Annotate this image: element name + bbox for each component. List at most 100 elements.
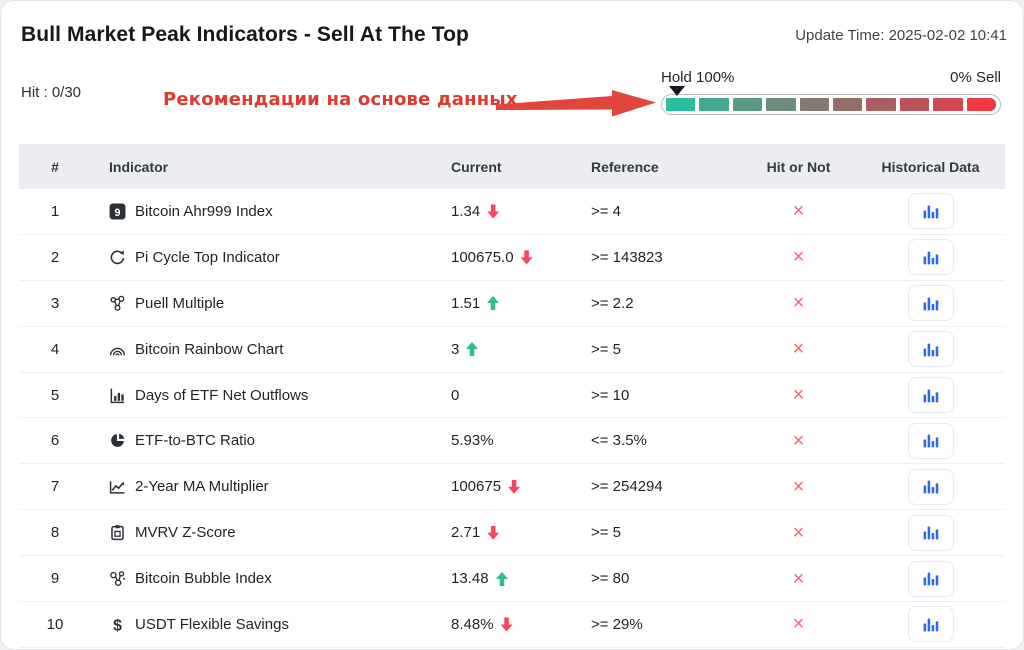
- row-num: 3: [50, 294, 60, 312]
- current-value: 0: [451, 386, 460, 404]
- historical-data-button[interactable]: [907, 193, 954, 230]
- reference-value: >= 2.2: [591, 294, 634, 312]
- row-num: 5: [50, 386, 60, 404]
- col-header-historical: Historical Data: [881, 158, 980, 175]
- indicator-label: ETF-to-BTC Ratio: [135, 432, 256, 450]
- reference-value: <= 3.5%: [591, 432, 647, 450]
- gauge-segment: [866, 98, 896, 111]
- trend-icon: [487, 525, 500, 540]
- table-row: 6 ETF-to-BTC Ratio 5.93% <= 3.5% ×: [19, 418, 1005, 465]
- hit-mark: ×: [792, 338, 805, 361]
- indicator-label: Bitcoin Bubble Index: [135, 570, 272, 588]
- table-row: 9 Bitcoin Bubble Index 13.48 >= 80 ×: [19, 556, 1005, 603]
- table-row: 8 MVRV Z-Score 2.71 >= 5 ×: [19, 510, 1005, 557]
- hit-count: Hit : 0/30: [21, 84, 82, 101]
- hit-mark: ×: [792, 475, 805, 498]
- current-value: 5.93%: [451, 432, 494, 450]
- table-row: 5 Days of ETF Net Outflows 0 >= 10 ×: [19, 373, 1005, 419]
- current-value: 100675.0: [451, 248, 514, 266]
- indicator-icon: [109, 432, 126, 449]
- table-row: 3 Puell Multiple 1.51 >= 2.2 ×: [19, 281, 1005, 327]
- col-header-indicator: Indicator: [109, 158, 169, 175]
- gauge-segment: [799, 98, 830, 111]
- historical-data-button[interactable]: [907, 331, 954, 368]
- table-row: 1 Bitcoin Ahr999 Index 1.34 >= 4 ×: [19, 189, 1005, 235]
- indicator-label: Puell Multiple: [135, 294, 225, 312]
- gauge-segment: [933, 98, 963, 111]
- trend-icon: [487, 204, 500, 219]
- indicator-icon: [109, 524, 126, 541]
- bar-chart-icon: [922, 570, 939, 587]
- historical-data-button[interactable]: [907, 239, 954, 276]
- hit-mark: ×: [792, 384, 805, 406]
- indicator-icon: [109, 478, 126, 495]
- row-num: 10: [46, 615, 64, 633]
- indicators-table: # Indicator Current Reference Hit or Not…: [19, 144, 1005, 648]
- col-header-current: Current: [451, 158, 502, 175]
- historical-data-button[interactable]: [907, 514, 954, 551]
- indicator-label: 2-Year MA Multiplier: [135, 478, 269, 496]
- trend-icon: [500, 617, 513, 632]
- bar-chart-icon: [922, 203, 939, 220]
- page-title: Bull Market Peak Indicators - Sell At Th…: [21, 23, 469, 46]
- row-num: 8: [50, 524, 60, 542]
- historical-data-button[interactable]: [907, 560, 954, 597]
- indicator-icon: [109, 249, 126, 266]
- bar-chart-icon: [922, 249, 939, 266]
- historical-data-button[interactable]: [907, 468, 954, 505]
- bar-chart-icon: [922, 432, 939, 449]
- indicator-label: MVRV Z-Score: [135, 524, 236, 542]
- current-value: 2.71: [451, 524, 481, 542]
- annotation-text: Рекомендации на основе данных: [163, 89, 518, 110]
- trend-icon: [487, 296, 499, 310]
- gauge-segment: [666, 98, 696, 111]
- hit-mark: ×: [792, 246, 805, 269]
- trend-icon: [520, 250, 533, 265]
- bar-chart-icon: [922, 478, 939, 495]
- reference-value: >= 254294: [591, 478, 663, 496]
- hit-mark: ×: [792, 429, 805, 452]
- current-value: 8.48%: [451, 615, 494, 633]
- hit-mark: ×: [792, 521, 805, 544]
- trend-icon: [496, 572, 508, 586]
- hit-mark: ×: [792, 200, 805, 223]
- current-value: 1.34: [451, 202, 481, 220]
- historical-data-button[interactable]: [907, 422, 954, 459]
- annotation-arrow-icon: [496, 90, 656, 117]
- historical-data-button[interactable]: [907, 285, 954, 322]
- table-body: 1 Bitcoin Ahr999 Index 1.34 >= 4 × 2 Pi …: [19, 189, 1005, 648]
- table-row: 7 2-Year MA Multiplier 100675 >= 254294 …: [19, 464, 1005, 511]
- hit-mark: ×: [792, 292, 805, 315]
- reference-value: >= 10: [591, 386, 630, 404]
- reference-value: >= 5: [591, 524, 622, 542]
- sell-gauge: Hold 100% 0% Sell: [661, 69, 1001, 115]
- indicator-icon: [109, 203, 126, 220]
- table-row: 2 Pi Cycle Top Indicator 100675.0 >= 143…: [19, 235, 1005, 281]
- reference-value: >= 5: [591, 340, 622, 358]
- historical-data-button[interactable]: [907, 606, 954, 643]
- current-value: 3: [451, 340, 460, 358]
- indicator-icon: [109, 570, 126, 587]
- trend-icon: [466, 342, 478, 356]
- indicator-label: Bitcoin Rainbow Chart: [135, 340, 284, 358]
- update-time: Update Time: 2025-02-02 10:41: [795, 27, 1007, 44]
- gauge-hold-label: Hold 100%: [661, 69, 735, 86]
- row-num: 4: [50, 340, 60, 358]
- indicator-label: Pi Cycle Top Indicator: [135, 248, 280, 266]
- bar-chart-icon: [922, 387, 939, 404]
- indicator-icon: [109, 341, 126, 358]
- gauge-segment: [732, 98, 763, 111]
- current-value: 1.51: [451, 294, 481, 312]
- reference-value: >= 4: [591, 202, 622, 220]
- row-num: 7: [50, 478, 60, 496]
- historical-data-button[interactable]: [907, 377, 954, 413]
- indicator-label: USDT Flexible Savings: [135, 615, 289, 633]
- current-value: 13.48: [451, 570, 489, 588]
- table-row: 4 Bitcoin Rainbow Chart 3 >= 5 ×: [19, 327, 1005, 373]
- bar-chart-icon: [922, 616, 939, 633]
- gauge-segment: [833, 98, 863, 111]
- indicator-label: Bitcoin Ahr999 Index: [135, 202, 273, 220]
- indicator-icon: [109, 295, 126, 312]
- table-header: # Indicator Current Reference Hit or Not…: [19, 144, 1005, 189]
